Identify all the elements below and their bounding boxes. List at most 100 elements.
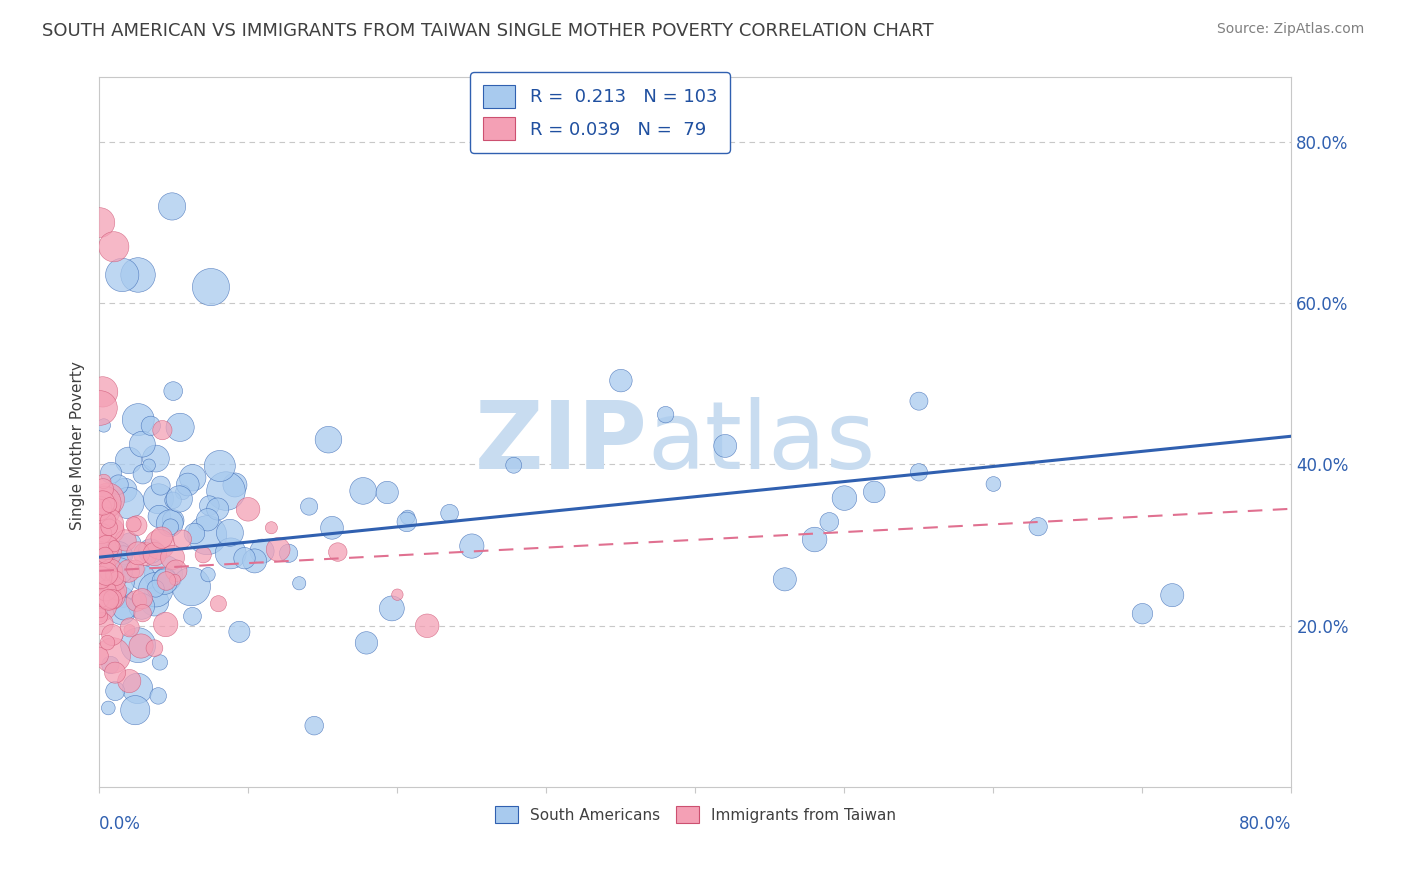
Point — [260, 521, 283, 535]
Point — [1026, 519, 1049, 533]
Point — [159, 520, 181, 534]
Point — [148, 509, 170, 524]
Point — [395, 515, 418, 529]
Point — [93, 475, 115, 489]
Point — [207, 502, 229, 516]
Point — [908, 394, 931, 409]
Point — [122, 517, 145, 532]
Point — [197, 567, 219, 582]
Point — [127, 412, 149, 426]
Point — [107, 477, 129, 491]
Point — [162, 513, 184, 527]
Point — [91, 384, 114, 399]
Point — [461, 539, 484, 553]
Point — [104, 684, 127, 698]
Point — [96, 635, 118, 649]
Point — [111, 268, 134, 282]
Point — [98, 520, 121, 534]
Point — [94, 583, 117, 598]
Point — [105, 571, 128, 585]
Point — [149, 537, 172, 551]
Point — [181, 609, 204, 624]
Point — [200, 280, 222, 294]
Point — [96, 588, 118, 602]
Point — [101, 567, 124, 582]
Text: Source: ZipAtlas.com: Source: ZipAtlas.com — [1216, 22, 1364, 37]
Point — [228, 624, 250, 639]
Point — [224, 478, 246, 492]
Point — [131, 437, 153, 451]
Point — [96, 518, 118, 533]
Point — [149, 478, 172, 492]
Point — [117, 453, 139, 467]
Point — [101, 524, 124, 538]
Point — [107, 548, 129, 562]
Point — [233, 551, 256, 566]
Point — [127, 638, 149, 652]
Point — [773, 572, 796, 586]
Point — [91, 560, 114, 574]
Point — [129, 639, 152, 653]
Point — [131, 599, 153, 614]
Point — [89, 605, 111, 619]
Point — [118, 623, 141, 637]
Point — [387, 588, 409, 602]
Point — [93, 496, 115, 510]
Point — [439, 506, 461, 520]
Point — [250, 544, 273, 558]
Point — [908, 466, 931, 480]
Point — [104, 556, 127, 570]
Point — [97, 593, 120, 607]
Point — [169, 420, 191, 434]
Point — [983, 477, 1005, 491]
Point — [155, 617, 177, 632]
Point — [96, 566, 118, 581]
Point — [197, 513, 219, 527]
Point — [103, 240, 125, 254]
Point — [138, 458, 160, 473]
Point — [100, 466, 122, 480]
Point — [100, 552, 122, 566]
Point — [91, 503, 114, 517]
Point — [94, 545, 117, 559]
Point — [180, 580, 202, 594]
Point — [125, 594, 148, 608]
Point — [1161, 588, 1184, 602]
Point — [127, 546, 149, 560]
Point — [131, 606, 153, 620]
Point — [89, 609, 111, 624]
Point — [298, 500, 321, 514]
Point — [103, 539, 125, 553]
Point — [219, 525, 242, 540]
Point — [148, 491, 170, 506]
Text: Single Mother Poverty: Single Mother Poverty — [70, 361, 84, 531]
Point — [104, 665, 127, 680]
Text: ZIP: ZIP — [475, 397, 648, 489]
Point — [162, 550, 184, 565]
Point — [100, 564, 122, 578]
Point — [100, 588, 122, 602]
Point — [139, 418, 162, 433]
Point — [159, 516, 181, 531]
Point — [818, 515, 841, 529]
Point — [132, 571, 155, 585]
Point — [714, 439, 737, 453]
Point — [236, 502, 259, 516]
Point — [90, 526, 112, 541]
Point — [208, 458, 231, 473]
Point — [150, 423, 173, 437]
Point — [132, 467, 155, 482]
Text: SOUTH AMERICAN VS IMMIGRANTS FROM TAIWAN SINGLE MOTHER POVERTY CORRELATION CHART: SOUTH AMERICAN VS IMMIGRANTS FROM TAIWAN… — [42, 22, 934, 40]
Point — [100, 657, 122, 672]
Point — [124, 562, 146, 576]
Point — [143, 547, 166, 561]
Point — [89, 533, 111, 547]
Point — [352, 483, 374, 498]
Point — [177, 477, 200, 491]
Point — [112, 601, 135, 615]
Point — [181, 471, 204, 485]
Point — [375, 485, 398, 500]
Point — [149, 656, 172, 670]
Point — [863, 484, 886, 499]
Point — [396, 510, 419, 524]
